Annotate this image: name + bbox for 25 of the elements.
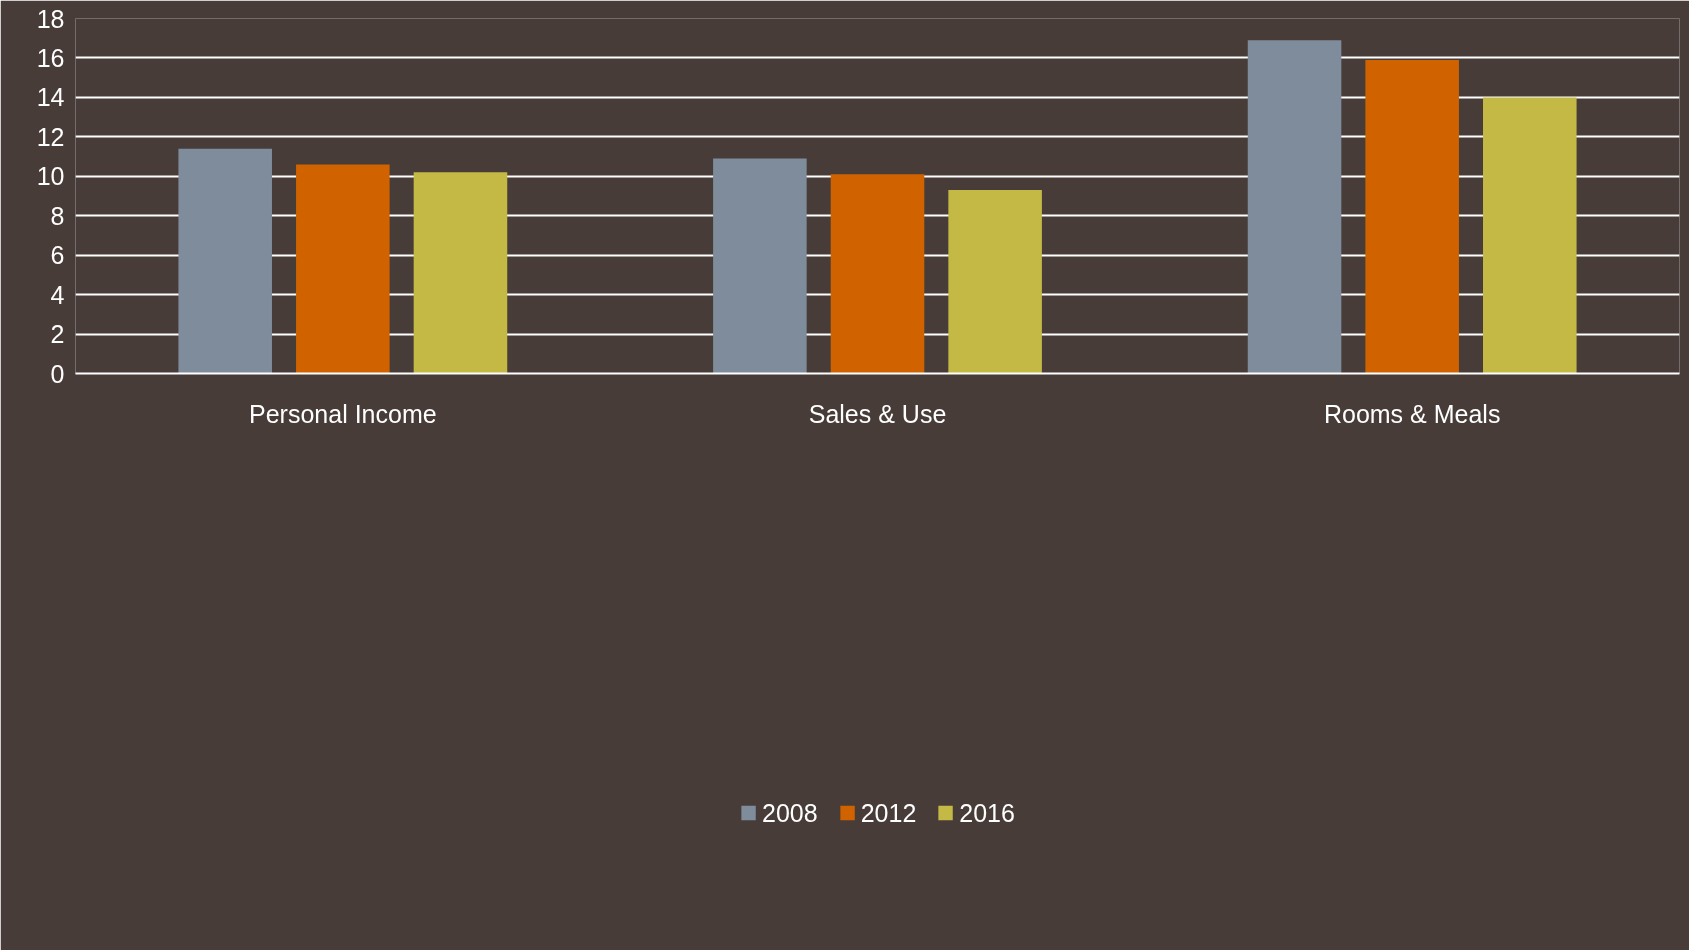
y-tick-label: 6 (50, 241, 65, 270)
x-tick-label: Rooms & Meals (1323, 399, 1501, 428)
x-tick-label: Sales & Use (808, 399, 947, 428)
y-tick-label: 18 (36, 4, 65, 33)
bar (713, 158, 807, 374)
bar (1247, 40, 1342, 374)
y-tick-label: 4 (50, 280, 65, 309)
legend-label: 2008 (762, 798, 818, 828)
bar (413, 172, 508, 374)
legend-label: 2016 (959, 798, 1015, 828)
bar (1483, 97, 1577, 374)
bar (296, 164, 390, 374)
y-tick-label: 12 (36, 122, 65, 151)
bar (830, 174, 925, 374)
y-tick-label: 14 (36, 83, 65, 112)
y-tick-label: 2 (50, 320, 65, 349)
legend-label: 2012 (860, 798, 917, 828)
x-tick-label: Personal Income (249, 399, 437, 428)
y-tick-label: 16 (36, 43, 65, 72)
bar (948, 190, 1042, 374)
y-tick-label: 8 (50, 201, 65, 230)
y-tick-label: 10 (36, 162, 65, 191)
bar (1365, 59, 1459, 374)
bar (178, 148, 272, 374)
y-tick-label: 0 (50, 359, 65, 388)
